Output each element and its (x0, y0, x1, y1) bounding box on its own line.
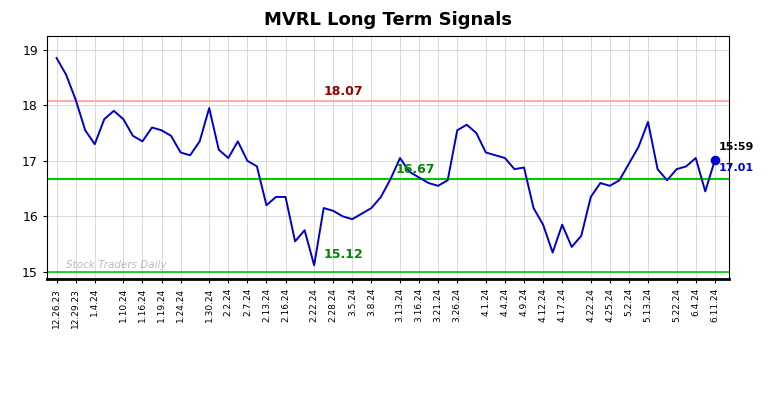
Text: 15.12: 15.12 (324, 248, 364, 261)
Text: 16.67: 16.67 (395, 163, 435, 176)
Text: 15:59: 15:59 (719, 142, 754, 152)
Title: MVRL Long Term Signals: MVRL Long Term Signals (264, 11, 512, 29)
Text: Stock Traders Daily: Stock Traders Daily (66, 260, 167, 270)
Text: 18.07: 18.07 (324, 85, 364, 98)
Text: 17.01: 17.01 (719, 163, 753, 173)
Point (709, 157, 721, 164)
